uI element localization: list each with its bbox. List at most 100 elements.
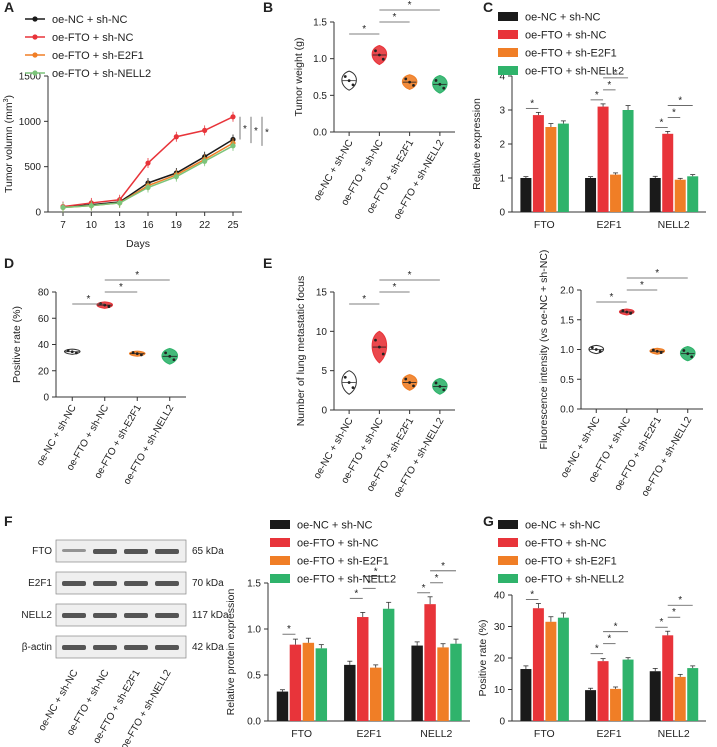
panel-c-legend-label: oe-NC + sh-NC [525, 12, 601, 24]
panel-d-violin-point [75, 351, 78, 355]
panel-g-bar [557, 617, 569, 721]
panel-b-violin-point [351, 83, 355, 87]
panel-c-y-tick-label: 3 [499, 106, 505, 117]
blot-strip [55, 571, 187, 595]
panel-g-legend-swatch [498, 574, 518, 583]
panel-e2-y-tick-label: 1.0 [560, 345, 574, 356]
panel-a-point [145, 184, 151, 191]
panel-e-violin-point [343, 375, 347, 379]
panel-letter-A: A [4, 0, 14, 15]
panel-e-violin-point [377, 345, 381, 349]
panel-b-violin-point [434, 79, 438, 82]
panel-g-legend-label: oe-NC + sh-NC [525, 520, 601, 532]
panel-f-sig-star: * [422, 583, 426, 594]
panel-g-sig-star: * [607, 634, 611, 645]
panel-g-legend-swatch [498, 520, 518, 529]
panel-d-y-tick-label: 20 [38, 366, 50, 377]
panel-e2-violin-point [682, 349, 686, 352]
blot-row-label: NELL2 [21, 610, 52, 621]
panel-b-violin-point [442, 86, 446, 90]
panel-a-x-label: Days [126, 238, 150, 250]
panel-d-violin-point [164, 351, 167, 355]
panel-e2-violin-point [651, 348, 655, 352]
panel-a-point [173, 174, 179, 180]
panel-a-point [60, 204, 66, 211]
panel-c-bar [557, 123, 569, 212]
panel-b-y-tick-label: 0.5 [313, 91, 327, 102]
blot-band [62, 645, 86, 650]
panel-g-legend-label: oe-FTO + sh-NELL2 [525, 574, 624, 586]
panel-c-sig-star: * [672, 107, 676, 118]
panel-c-sig-star: * [614, 68, 618, 79]
blot-band [155, 549, 179, 554]
panel-a-legend-dot [32, 16, 38, 22]
panel-e2-violin-point [629, 311, 633, 315]
panel-c-sig-star: * [678, 95, 682, 106]
panel-f-legend-swatch [270, 574, 290, 583]
panel-f-x-tick-label: FTO [291, 728, 312, 740]
panel-a-x-tick-label: 25 [227, 220, 239, 231]
panel-a-point [173, 134, 179, 140]
panel-d-violin-point [70, 350, 74, 354]
panel-a-point [230, 114, 236, 120]
panel-b-violin-point [404, 77, 408, 81]
panel-d-y-label: Positive rate (%) [11, 306, 23, 383]
panel-e-sig-star: * [393, 282, 397, 293]
panel-e2-y-tick-label: 1.5 [560, 315, 574, 326]
blot-band [155, 581, 179, 586]
panel-b-violin-point [343, 75, 347, 78]
panel-c-sig-star: * [595, 90, 599, 101]
panel-e2-violin-point [686, 352, 690, 356]
panel-f-legend-label: oe-FTO + sh-E2F1 [297, 556, 389, 568]
panel-e-violin-point [408, 381, 412, 384]
panel-b-y-label: Tumor weight (g) [293, 38, 305, 117]
panel-c-bar [532, 115, 544, 212]
panel-e-violin-point [442, 388, 446, 392]
panel-letter-E: E [263, 255, 272, 271]
panel-c-x-tick-label: FTO [534, 219, 555, 231]
panel-c-y-tick-label: 4 [499, 72, 505, 83]
panel-g-sig-star: * [595, 644, 599, 655]
panel-g-bar [649, 671, 661, 721]
panel-f-y-tick-label: 0.0 [247, 717, 261, 728]
panel-g-y-label: Positive rate (%) [477, 619, 489, 696]
panel-b-violin-point [408, 80, 412, 84]
panel-g-bar [610, 688, 622, 721]
panel-d-sig-star: * [135, 270, 139, 281]
panel-e-y-tick-label: 0 [321, 406, 327, 417]
panel-f-bar [302, 642, 315, 721]
panel-letter-D: D [4, 255, 14, 271]
panel-e2-y-tick-label: 2.0 [560, 286, 574, 297]
panel-b-violin-point [377, 53, 381, 57]
panel-f-legend-label: oe-FTO + sh-NELL2 [297, 574, 396, 586]
panel-e2-y-tick-label: 0.0 [560, 405, 574, 416]
panel-c-y-tick-label: 2 [499, 140, 505, 151]
panel-e-violin-point [381, 352, 385, 356]
panel-b-violin-point [438, 82, 442, 86]
panel-c-bar [662, 133, 674, 212]
panel-f-bar [344, 664, 356, 721]
panel-c-legend-label: oe-FTO + sh-NC [525, 30, 606, 42]
panel-c-bar [649, 178, 661, 212]
panel-a-y-label: Tumor volumn (mm3) [3, 95, 15, 193]
panel-e2-violin-point [690, 355, 694, 359]
blot-band [124, 613, 148, 618]
panel-f-bar [411, 645, 423, 721]
blot-band [62, 613, 86, 618]
panel-g-y-tick-label: 20 [494, 654, 506, 665]
panel-a-y-tick-label: 1000 [19, 117, 42, 128]
panel-a-point [88, 203, 94, 209]
blot-kda-label: 42 kDa [192, 642, 224, 653]
panel-c-legend-swatch [498, 66, 518, 75]
panel-c-y-tick-label: 0 [499, 208, 505, 219]
panel-d-violin-point [107, 305, 111, 308]
panel-b-violin-point [381, 57, 385, 61]
panel-f-legend-swatch [270, 556, 290, 565]
blot-row-label: E2F1 [28, 578, 52, 589]
panel-g-bar [662, 635, 674, 721]
panel-d-violin-point [168, 354, 172, 358]
panel-e-violin-point [347, 381, 351, 384]
panel-g-x-tick-label: E2F1 [596, 728, 621, 740]
panel-a-legend-label: oe-NC + sh-NC [52, 14, 128, 26]
panel-e2-violin-point [655, 349, 659, 353]
